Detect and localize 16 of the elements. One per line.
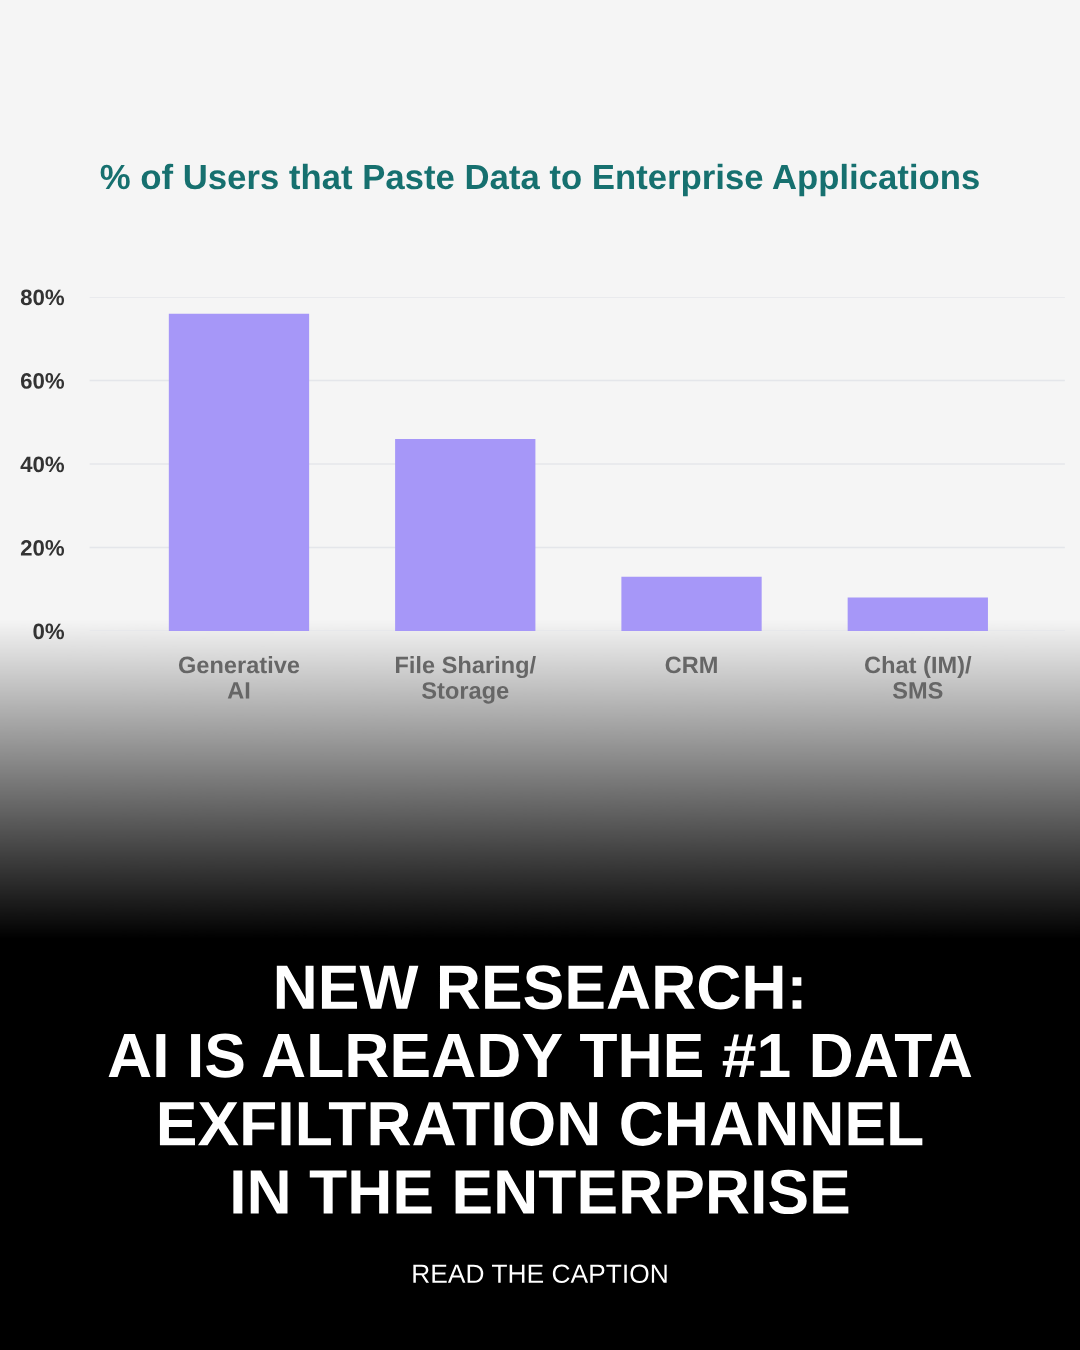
bar: [395, 438, 536, 631]
bar: [621, 576, 762, 631]
y-tick-label: 40%: [20, 456, 65, 473]
bar: [847, 597, 988, 631]
x-tick-label: CRM: [665, 656, 717, 674]
x-tick-label: Chat (IM)/ SMS: [865, 656, 972, 699]
text: READ THE CAPTION: [413, 1264, 667, 1284]
text: NEW RESEARCH: AI IS ALREADY THE #1 DATA EXFILTRATION CHANNEL IN THE ENTERPRISE: [108, 965, 972, 1215]
x-tick-label: Generative AI: [178, 656, 300, 699]
x-tick-label: File Sharing/ Storage: [395, 656, 536, 704]
y-tick-label: 0%: [33, 623, 65, 640]
y-tick-label: 20%: [20, 540, 65, 556]
bar: [168, 313, 310, 631]
y-tick-label: 60%: [20, 373, 65, 389]
chart-title: % of Users that Paste Data to Enterprise Applications: [100, 163, 979, 197]
y-tick-label: 80%: [20, 289, 65, 306]
